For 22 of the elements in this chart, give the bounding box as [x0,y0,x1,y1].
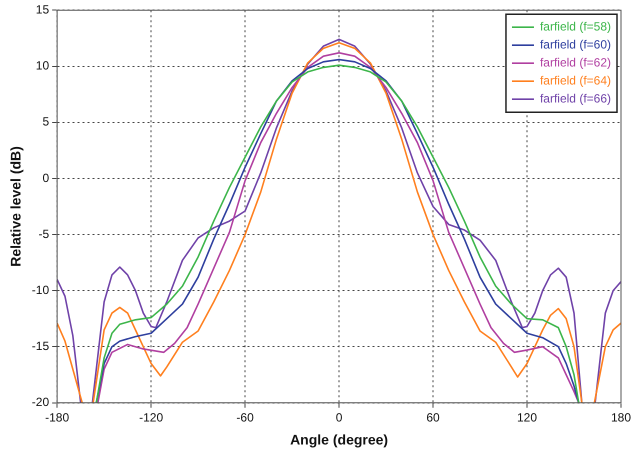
y-tick-label: 5 [42,114,50,129]
x-tick-label: -60 [236,410,254,424]
legend-label: farfield (f=66) [540,92,612,106]
y-tick-label: -20 [32,395,50,410]
x-tick-label: -180 [45,410,70,424]
y-tick-label: 0 [42,170,50,185]
legend-label: farfield (f=58) [540,20,612,34]
x-tick-label: 60 [426,410,440,424]
y-tick-label: 10 [36,58,50,73]
x-tick-label: 120 [517,410,538,424]
x-axis-title: Angle (degree) [290,431,388,448]
legend-label: farfield (f=62) [540,56,612,70]
x-tick-label: 0 [336,410,343,424]
y-tick-label: -5 [38,226,50,241]
x-tick-label: -120 [139,410,164,424]
y-tick-label: -10 [32,282,50,297]
legend-label: farfield (f=64) [540,74,612,88]
x-tick-label: 180 [610,410,632,424]
legend-label: farfield (f=60) [540,38,612,52]
y-tick-label: -15 [32,339,50,354]
y-axis-title: Relative level (dB) [7,146,24,267]
y-tick-label: 15 [36,2,50,17]
